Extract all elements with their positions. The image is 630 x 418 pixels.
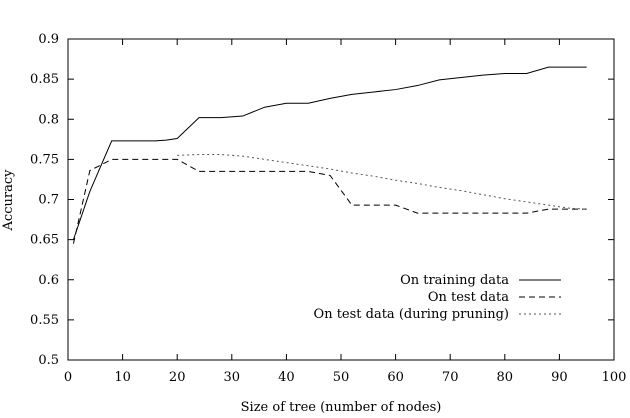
y-axis-title: Accuracy xyxy=(1,169,16,232)
y-tick-label: 0.65 xyxy=(30,233,59,248)
x-axis: 0 10 20 30 40 50 60 70 80 90 100 xyxy=(64,39,627,385)
series-line-pruning xyxy=(177,154,587,210)
x-tick-label: 20 xyxy=(169,370,186,385)
x-tick-label: 80 xyxy=(497,370,514,385)
legend-label-training: On training data xyxy=(400,273,509,288)
x-tick-label: 30 xyxy=(224,370,241,385)
y-tick-label: 0.9 xyxy=(38,32,59,47)
x-tick-label: 40 xyxy=(278,370,295,385)
series-line-training xyxy=(72,66,587,240)
x-tick-label: 60 xyxy=(387,370,404,385)
y-tick-label: 0.5 xyxy=(38,353,59,368)
y-tick-label: 0.85 xyxy=(30,72,59,87)
x-tick-label: 0 xyxy=(64,370,72,385)
y-tick-label: 0.75 xyxy=(30,152,59,167)
x-tick-label: 50 xyxy=(333,370,350,385)
y-tick-label: 0.7 xyxy=(38,193,59,208)
legend-label-pruning: On test data (during pruning) xyxy=(314,307,509,322)
x-axis-title: Size of tree (number of nodes) xyxy=(241,400,442,415)
legend-label-test: On test data xyxy=(428,290,509,305)
x-tick-label: 70 xyxy=(442,370,459,385)
legend: On training data On test data On test da… xyxy=(314,273,561,322)
y-tick-label: 0.55 xyxy=(30,313,59,328)
series-line-test xyxy=(72,158,587,244)
series-layer xyxy=(72,66,587,244)
y-tick-label: 0.8 xyxy=(38,112,59,127)
y-tick-label: 0.6 xyxy=(38,273,59,288)
x-tick-label: 100 xyxy=(602,370,627,385)
x-tick-label: 10 xyxy=(114,370,131,385)
x-tick-label: 90 xyxy=(551,370,568,385)
y-axis: 0.5 0.55 0.6 0.65 0.7 0.75 0.8 0.85 0.9 xyxy=(30,32,614,368)
